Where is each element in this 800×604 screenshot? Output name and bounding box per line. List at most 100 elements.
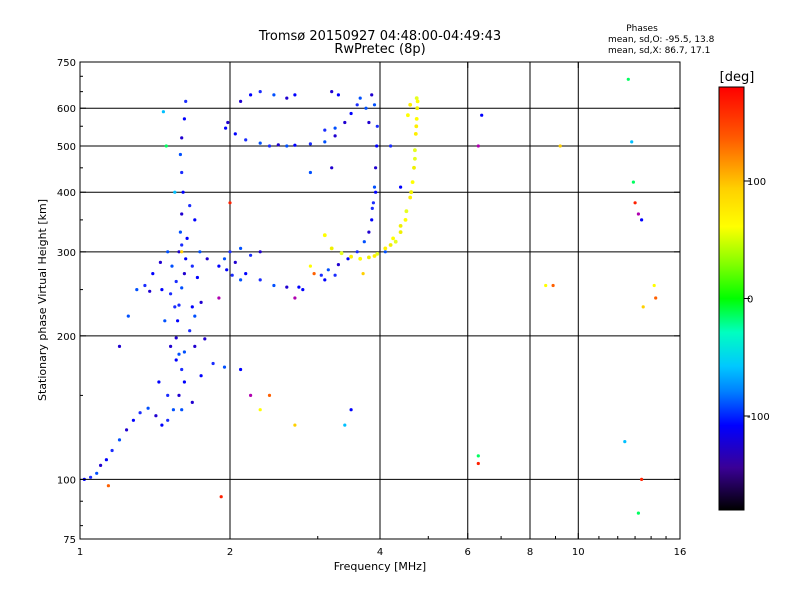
data-point xyxy=(190,305,194,309)
data-point xyxy=(409,190,414,195)
data-point xyxy=(233,132,237,136)
data-point xyxy=(301,288,305,292)
data-point xyxy=(333,134,337,138)
data-point xyxy=(336,263,340,267)
data-point xyxy=(308,170,312,175)
data-point xyxy=(367,230,371,234)
data-point xyxy=(169,344,173,348)
data-point xyxy=(181,190,185,194)
data-point xyxy=(249,93,253,97)
data-point xyxy=(258,250,262,254)
data-point xyxy=(99,463,103,467)
data-point xyxy=(293,423,297,427)
data-point xyxy=(370,218,374,222)
data-point xyxy=(228,250,232,254)
data-point xyxy=(403,218,408,222)
data-point xyxy=(372,103,377,107)
data-point xyxy=(164,144,168,148)
data-point xyxy=(171,408,175,412)
data-point xyxy=(398,230,403,235)
y-tick-label: 600 xyxy=(57,104,76,115)
data-point xyxy=(406,113,410,118)
y-tick-label: 75 xyxy=(63,535,76,546)
data-point xyxy=(117,344,122,348)
data-point xyxy=(413,148,417,153)
data-point xyxy=(117,438,122,442)
x-axis-label: Frequency [MHz] xyxy=(334,560,426,573)
x-tick-label: 4 xyxy=(377,547,383,558)
data-point xyxy=(343,120,347,125)
data-point xyxy=(199,374,203,378)
data-point xyxy=(343,423,347,427)
data-point xyxy=(249,393,253,397)
data-point xyxy=(308,142,312,146)
y-tick-label: 200 xyxy=(57,332,76,343)
x-tick-label: 16 xyxy=(674,547,687,558)
colorbar-ticks: 100 0 -100 xyxy=(744,177,770,423)
data-point xyxy=(375,144,379,148)
data-point xyxy=(312,272,316,276)
data-point xyxy=(375,124,379,128)
x-tick-label: 10 xyxy=(572,547,585,558)
y-tick-label: 400 xyxy=(57,188,76,199)
data-point xyxy=(349,254,353,259)
data-point xyxy=(177,393,181,397)
data-point xyxy=(193,218,197,222)
data-point xyxy=(346,257,350,261)
data-point xyxy=(166,250,170,254)
grid-lines xyxy=(80,62,680,539)
data-point xyxy=(157,380,161,384)
data-point xyxy=(272,283,276,288)
data-point xyxy=(182,350,186,354)
data-point xyxy=(297,285,301,289)
data-point xyxy=(176,319,180,323)
axis-ticks: 1 2 4 6 8 10 16 75 100 200 300 400 500 600 750 xyxy=(57,58,686,558)
data-point xyxy=(293,143,297,147)
data-point xyxy=(178,152,182,157)
data-point xyxy=(383,250,387,254)
phases-line-x: mean, sd,X: 86.7, 17.1 xyxy=(608,46,710,56)
data-point xyxy=(640,477,644,481)
data-point xyxy=(225,268,229,272)
data-point xyxy=(258,408,262,412)
data-point xyxy=(177,303,181,307)
data-point xyxy=(551,283,555,288)
data-point xyxy=(239,278,243,282)
data-point xyxy=(349,408,353,412)
data-point xyxy=(336,93,340,97)
data-point xyxy=(285,144,289,148)
data-point xyxy=(160,423,164,427)
x-tick-label: 2 xyxy=(227,547,233,558)
data-point xyxy=(414,117,419,121)
data-point xyxy=(374,190,378,194)
data-point xyxy=(239,367,243,372)
colorbar-tick-label: 100 xyxy=(747,177,766,188)
data-point xyxy=(623,440,627,444)
data-point xyxy=(239,246,243,250)
data-point xyxy=(326,268,330,272)
data-point xyxy=(166,418,170,422)
data-point xyxy=(198,250,202,254)
data-point xyxy=(222,257,227,261)
y-tick-label: 750 xyxy=(57,58,76,69)
data-point xyxy=(367,120,371,125)
data-point xyxy=(182,272,186,276)
data-point xyxy=(89,475,93,479)
data-point xyxy=(154,414,158,418)
data-point xyxy=(180,136,184,140)
data-point xyxy=(631,180,636,184)
data-point xyxy=(258,141,262,145)
colorbar-label: [deg] xyxy=(720,70,755,85)
data-point xyxy=(178,230,182,234)
data-point xyxy=(226,120,230,125)
data-point xyxy=(233,260,237,264)
data-point xyxy=(177,352,181,356)
data-point xyxy=(217,296,221,300)
chart-title: Tromsø 20150927 04:48:00-04:49:43 xyxy=(258,29,501,44)
data-point xyxy=(293,93,297,97)
data-point xyxy=(174,336,178,340)
data-point xyxy=(185,236,189,240)
data-point xyxy=(188,204,192,208)
data-point xyxy=(654,296,658,300)
